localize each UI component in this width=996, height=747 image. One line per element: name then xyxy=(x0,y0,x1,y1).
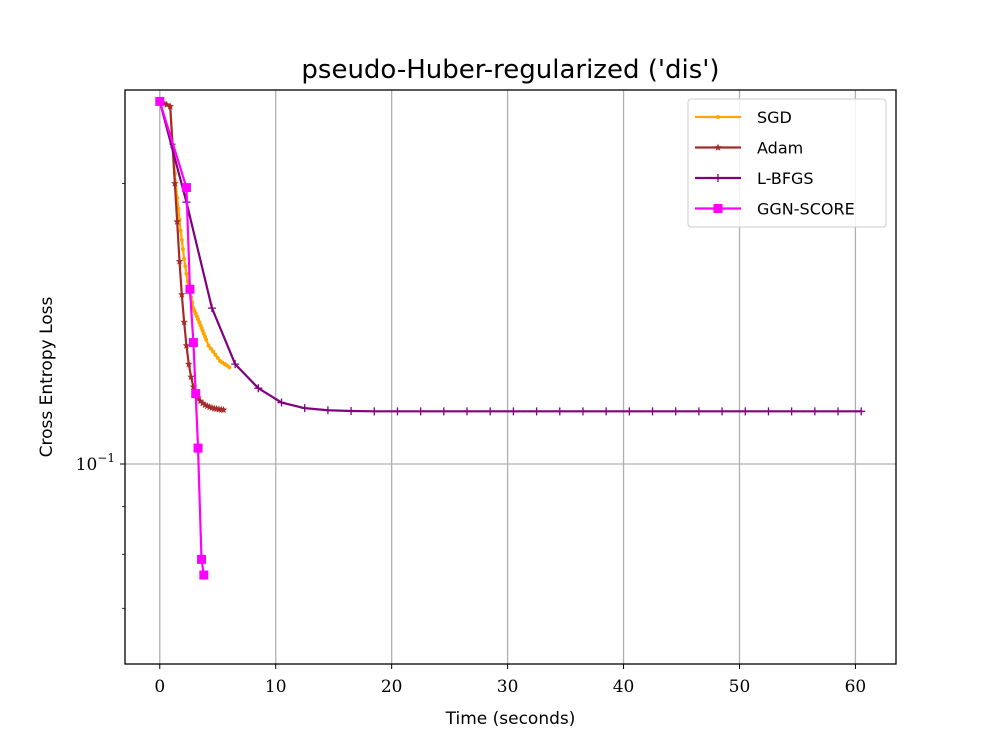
x-axis-label: Time (seconds) xyxy=(445,709,576,729)
axes-frame xyxy=(124,89,897,665)
data-point xyxy=(211,349,216,354)
data-point xyxy=(857,407,866,416)
legend-swatch-marker xyxy=(713,204,723,213)
series-layer xyxy=(155,96,866,580)
data-point xyxy=(694,407,703,416)
data-point xyxy=(486,407,495,416)
data-point xyxy=(393,407,402,416)
data-point xyxy=(181,183,191,193)
data-point xyxy=(166,102,175,110)
data-point xyxy=(182,256,187,261)
data-point xyxy=(347,406,356,415)
data-point xyxy=(370,407,379,416)
legend: SGD Adam L-BFGS GGN-SCORE xyxy=(687,98,887,228)
data-point xyxy=(203,402,212,410)
data-point xyxy=(555,407,564,416)
legend-label: L-BFGS xyxy=(757,169,814,188)
data-point xyxy=(199,570,209,580)
data-point xyxy=(180,247,185,252)
data-point xyxy=(439,407,448,416)
data-point xyxy=(463,407,472,416)
data-point xyxy=(231,360,240,369)
data-point xyxy=(187,372,195,381)
data-point xyxy=(213,352,218,357)
data-point xyxy=(219,405,228,414)
data-point xyxy=(602,407,611,416)
series-ggn-score xyxy=(155,96,209,580)
data-point xyxy=(509,407,518,416)
data-point xyxy=(532,407,541,416)
data-point xyxy=(834,407,843,416)
data-point xyxy=(208,346,213,351)
data-point xyxy=(764,407,773,416)
data-point xyxy=(207,304,216,313)
legend-box xyxy=(687,98,887,228)
data-point xyxy=(182,341,191,349)
data-point xyxy=(671,407,680,416)
ticks: 0 10 20 30 40 50 60 10−1 xyxy=(76,183,867,697)
data-point xyxy=(300,404,309,413)
x-tick-label: 60 xyxy=(845,677,867,697)
data-point xyxy=(206,343,211,348)
data-point xyxy=(625,407,634,416)
data-point xyxy=(323,406,332,415)
data-point xyxy=(179,237,184,242)
data-point xyxy=(175,257,184,265)
data-point xyxy=(188,338,198,348)
data-point xyxy=(180,318,188,326)
legend-swatch-marker xyxy=(714,143,722,151)
grid-lines xyxy=(125,90,896,664)
data-point xyxy=(197,554,207,564)
y-axis-label: Cross Entropy Loss xyxy=(37,296,57,457)
x-tick-label: 20 xyxy=(381,677,403,697)
data-point xyxy=(648,407,657,416)
data-point xyxy=(184,360,193,368)
data-point xyxy=(178,290,186,298)
data-point xyxy=(741,407,750,416)
data-point xyxy=(787,407,796,416)
x-tick-label: 50 xyxy=(729,677,751,697)
data-point xyxy=(201,400,209,409)
data-point xyxy=(416,407,425,416)
data-point xyxy=(198,399,207,407)
data-point xyxy=(162,100,171,108)
data-point xyxy=(189,382,198,391)
data-point xyxy=(171,179,179,187)
x-tick-label: 40 xyxy=(613,677,635,697)
legend-label: GGN-SCORE xyxy=(757,200,855,219)
data-point xyxy=(277,398,286,407)
data-point xyxy=(215,355,220,360)
data-point xyxy=(578,407,587,416)
series-l-bfgs xyxy=(155,97,866,416)
data-point xyxy=(193,443,203,453)
legend-label: Adam xyxy=(757,139,803,158)
x-tick-label: 10 xyxy=(265,677,287,697)
data-point xyxy=(810,407,819,416)
data-point xyxy=(173,217,181,225)
x-tick-label: 0 xyxy=(154,677,165,697)
data-point xyxy=(254,384,263,393)
chart-title: pseudo-Huber-regularized ('dis') xyxy=(301,55,719,85)
data-point xyxy=(191,389,201,399)
legend-swatch-marker xyxy=(714,174,722,182)
data-point xyxy=(184,271,189,276)
data-point xyxy=(185,284,195,294)
data-point xyxy=(718,407,727,416)
legend-swatch-marker xyxy=(716,115,720,119)
data-point xyxy=(178,228,183,233)
data-point xyxy=(204,337,209,342)
data-point xyxy=(196,397,205,405)
x-tick-label: 30 xyxy=(497,677,519,697)
data-point xyxy=(227,365,232,370)
data-point xyxy=(155,96,165,106)
data-point xyxy=(183,264,188,269)
y-tick-label: 10−1 xyxy=(76,451,115,475)
legend-label: SGD xyxy=(757,108,792,127)
series-line xyxy=(158,101,205,576)
